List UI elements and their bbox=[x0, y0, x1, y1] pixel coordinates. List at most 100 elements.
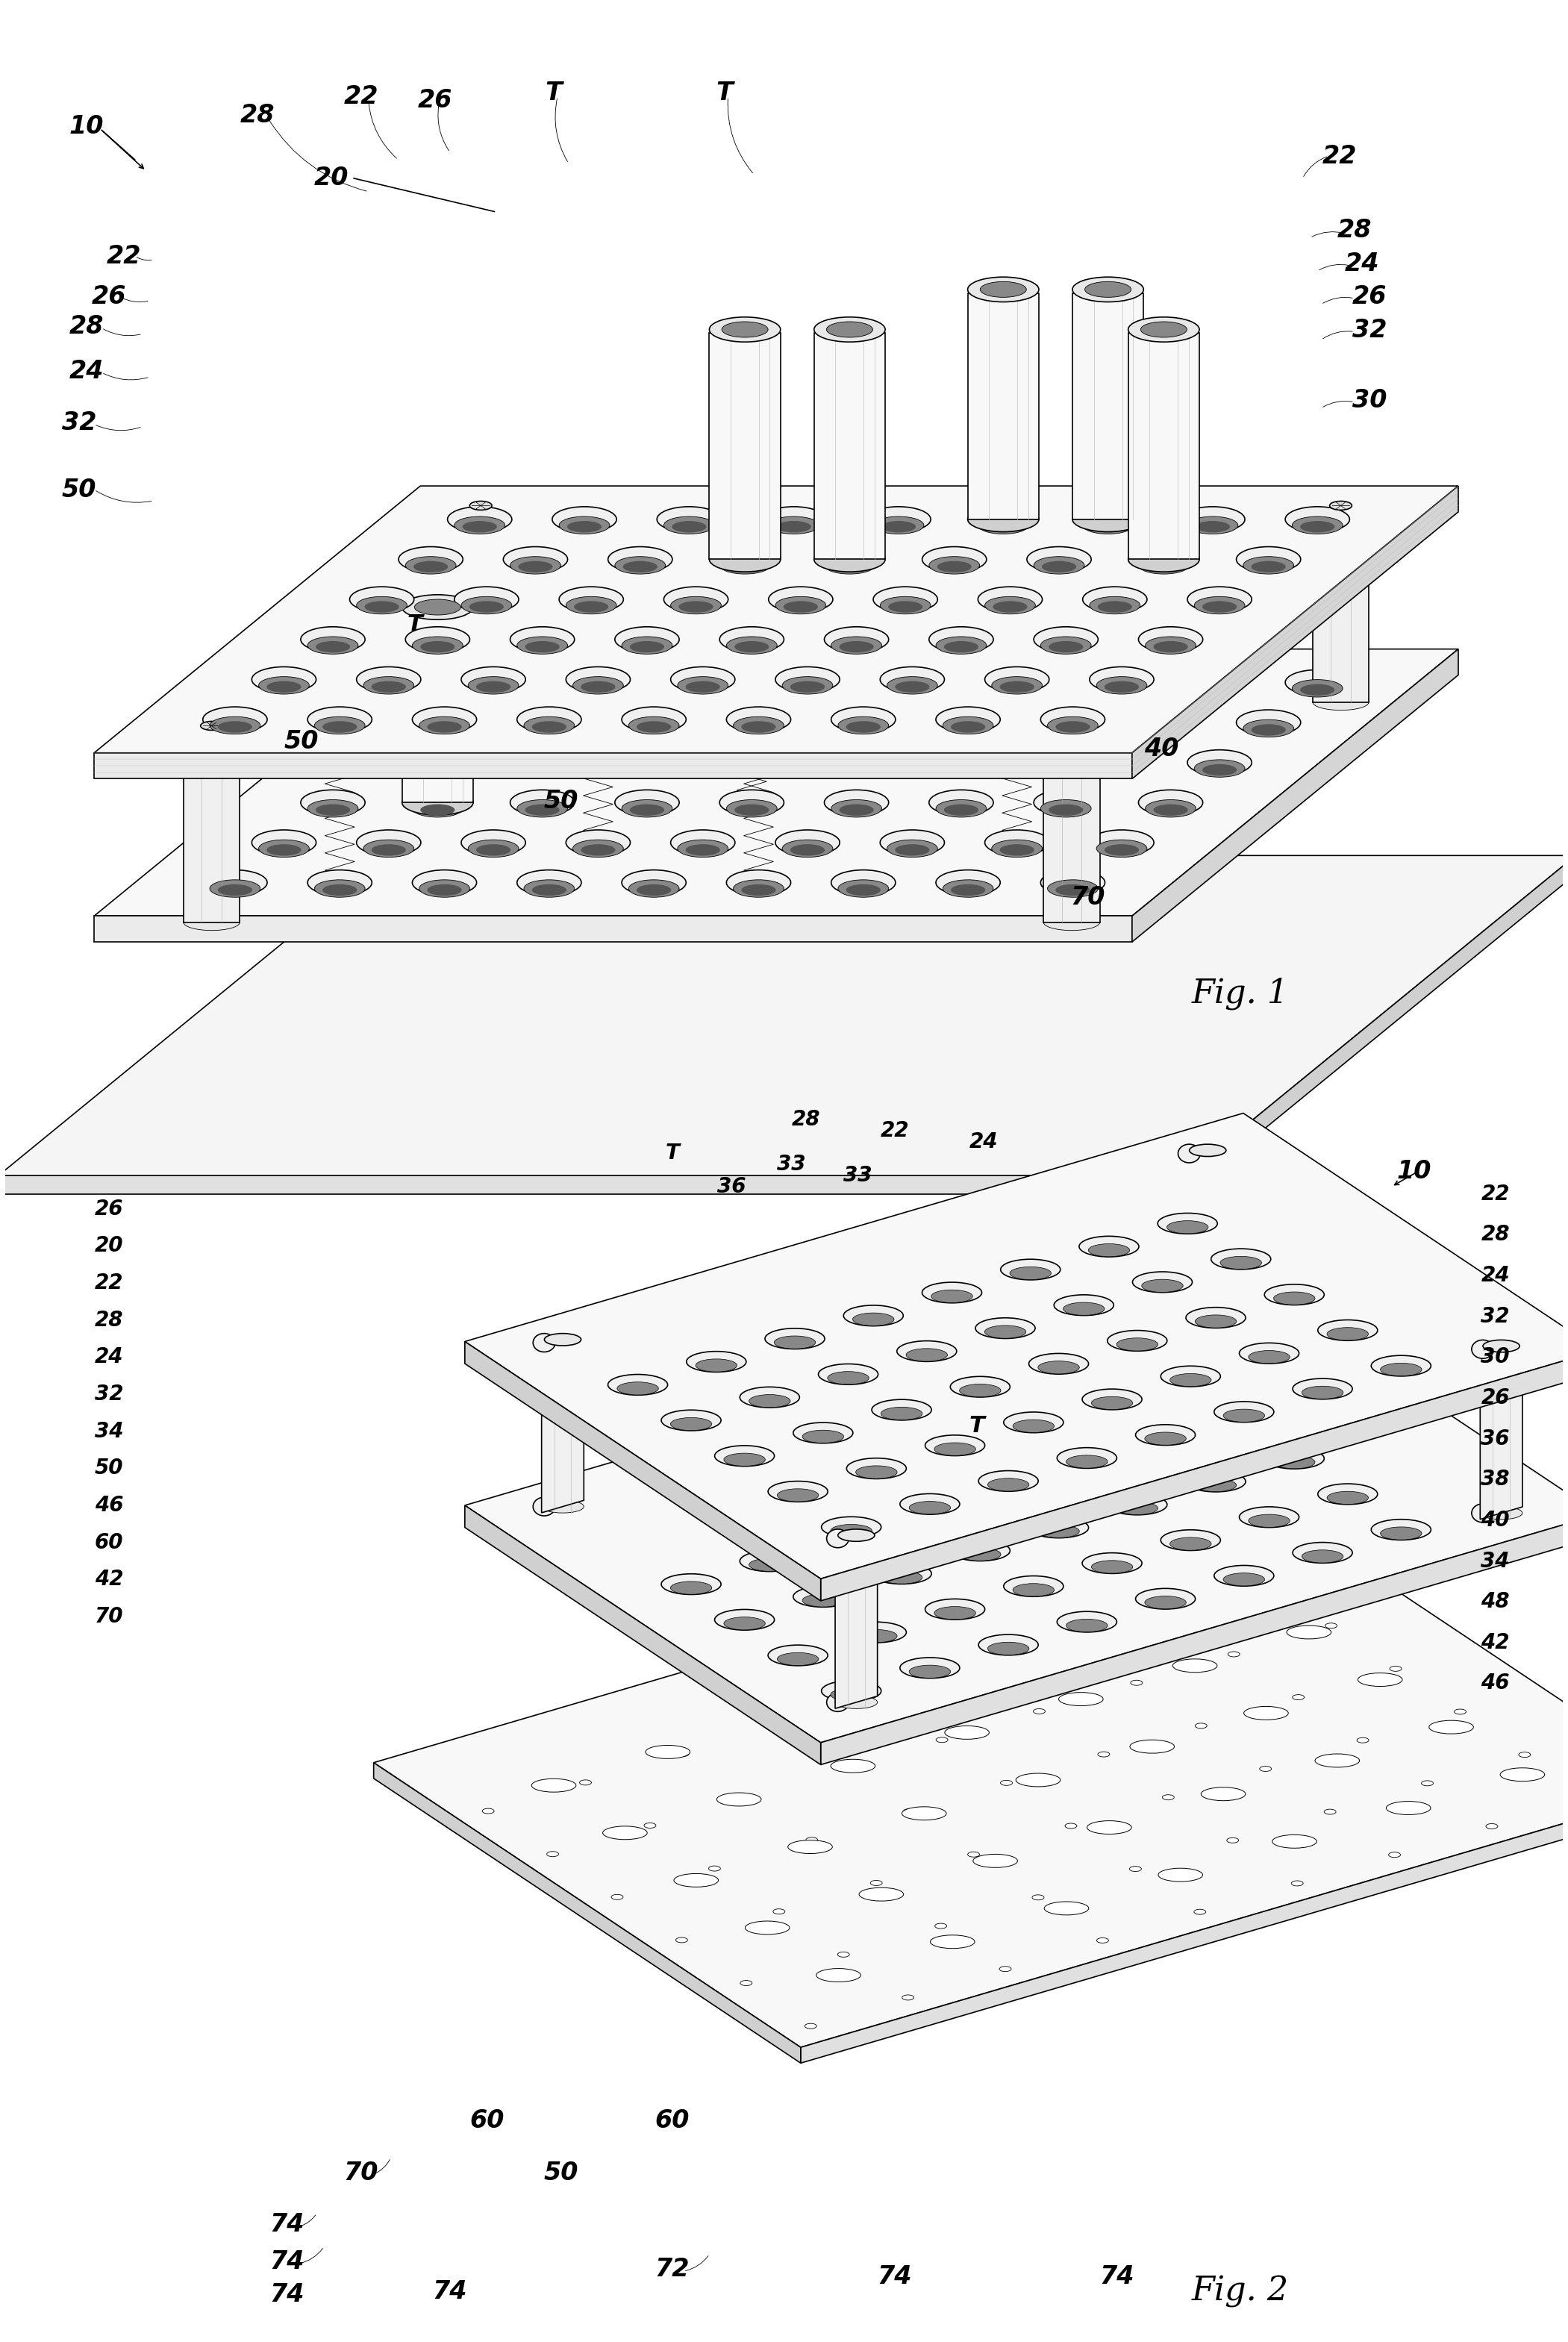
Ellipse shape bbox=[414, 600, 461, 616]
Ellipse shape bbox=[1380, 1363, 1422, 1377]
Ellipse shape bbox=[1066, 1637, 1077, 1642]
Ellipse shape bbox=[1041, 869, 1105, 895]
Ellipse shape bbox=[928, 628, 994, 651]
Ellipse shape bbox=[483, 1808, 494, 1813]
Ellipse shape bbox=[709, 316, 781, 342]
Ellipse shape bbox=[818, 1363, 878, 1384]
Ellipse shape bbox=[1170, 1536, 1212, 1550]
Ellipse shape bbox=[1380, 1527, 1422, 1539]
Ellipse shape bbox=[936, 637, 986, 653]
Ellipse shape bbox=[734, 803, 768, 815]
Ellipse shape bbox=[560, 749, 624, 775]
Text: 10: 10 bbox=[1397, 1159, 1432, 1185]
Ellipse shape bbox=[778, 1490, 818, 1501]
Text: T: T bbox=[969, 1415, 985, 1438]
Ellipse shape bbox=[1203, 602, 1237, 614]
Ellipse shape bbox=[709, 1867, 720, 1871]
Ellipse shape bbox=[1091, 1560, 1132, 1574]
Ellipse shape bbox=[307, 637, 358, 653]
Ellipse shape bbox=[1135, 1588, 1195, 1609]
Text: 32: 32 bbox=[63, 410, 97, 436]
Ellipse shape bbox=[644, 1822, 655, 1829]
Ellipse shape bbox=[1041, 707, 1105, 733]
Ellipse shape bbox=[1055, 885, 1090, 895]
Ellipse shape bbox=[790, 682, 825, 693]
Ellipse shape bbox=[615, 719, 665, 738]
Ellipse shape bbox=[825, 789, 889, 815]
Polygon shape bbox=[0, 855, 1568, 1176]
Ellipse shape bbox=[1087, 1820, 1132, 1834]
Ellipse shape bbox=[210, 881, 260, 897]
Ellipse shape bbox=[734, 642, 768, 653]
Text: 22: 22 bbox=[1322, 143, 1356, 169]
Ellipse shape bbox=[1079, 1237, 1138, 1258]
Ellipse shape bbox=[1264, 1283, 1325, 1304]
Ellipse shape bbox=[881, 520, 916, 532]
Ellipse shape bbox=[608, 546, 673, 571]
Ellipse shape bbox=[453, 497, 510, 513]
Ellipse shape bbox=[1029, 1518, 1088, 1539]
Ellipse shape bbox=[608, 710, 673, 735]
Ellipse shape bbox=[685, 843, 720, 855]
Ellipse shape bbox=[713, 546, 778, 571]
Ellipse shape bbox=[873, 518, 924, 534]
Ellipse shape bbox=[1000, 1780, 1013, 1785]
Ellipse shape bbox=[560, 588, 624, 611]
Ellipse shape bbox=[455, 749, 519, 775]
Polygon shape bbox=[453, 506, 510, 703]
Ellipse shape bbox=[1187, 749, 1251, 775]
Ellipse shape bbox=[1327, 1328, 1369, 1340]
Ellipse shape bbox=[745, 1920, 790, 1934]
Ellipse shape bbox=[872, 1401, 931, 1419]
Ellipse shape bbox=[978, 588, 1043, 611]
Ellipse shape bbox=[1236, 546, 1301, 571]
Ellipse shape bbox=[938, 562, 972, 571]
Text: 26: 26 bbox=[94, 1199, 124, 1220]
Ellipse shape bbox=[906, 1513, 947, 1525]
Ellipse shape bbox=[1187, 679, 1239, 698]
Ellipse shape bbox=[873, 1679, 917, 1691]
Ellipse shape bbox=[1187, 1148, 1229, 1159]
Ellipse shape bbox=[1082, 1553, 1142, 1574]
Text: 26: 26 bbox=[1352, 286, 1386, 309]
Text: 20: 20 bbox=[94, 1237, 124, 1255]
Ellipse shape bbox=[1312, 497, 1369, 513]
Ellipse shape bbox=[463, 520, 497, 532]
Ellipse shape bbox=[999, 1967, 1011, 1972]
Ellipse shape bbox=[1090, 829, 1154, 855]
Ellipse shape bbox=[1195, 684, 1229, 696]
Ellipse shape bbox=[572, 841, 624, 857]
Ellipse shape bbox=[859, 1888, 903, 1902]
Ellipse shape bbox=[930, 719, 980, 738]
Ellipse shape bbox=[503, 546, 568, 571]
Ellipse shape bbox=[1519, 1752, 1530, 1756]
Ellipse shape bbox=[401, 595, 474, 621]
Ellipse shape bbox=[510, 628, 574, 651]
Ellipse shape bbox=[1065, 1824, 1077, 1829]
Ellipse shape bbox=[674, 1874, 718, 1888]
Ellipse shape bbox=[936, 707, 1000, 733]
Ellipse shape bbox=[1063, 1302, 1104, 1316]
Ellipse shape bbox=[679, 602, 713, 614]
Ellipse shape bbox=[1286, 506, 1350, 532]
Ellipse shape bbox=[315, 642, 350, 653]
Ellipse shape bbox=[1195, 520, 1229, 532]
Polygon shape bbox=[709, 333, 781, 560]
Ellipse shape bbox=[307, 869, 372, 895]
Ellipse shape bbox=[931, 1290, 972, 1302]
Ellipse shape bbox=[1480, 1342, 1523, 1356]
Ellipse shape bbox=[831, 869, 895, 895]
Ellipse shape bbox=[412, 637, 463, 653]
Ellipse shape bbox=[201, 721, 223, 731]
Ellipse shape bbox=[1422, 1780, 1433, 1787]
Polygon shape bbox=[967, 293, 1040, 520]
Ellipse shape bbox=[1272, 1834, 1317, 1848]
Ellipse shape bbox=[1132, 1272, 1192, 1293]
Ellipse shape bbox=[1043, 717, 1099, 733]
Ellipse shape bbox=[1243, 1707, 1289, 1719]
Ellipse shape bbox=[1472, 1340, 1494, 1358]
Polygon shape bbox=[1129, 333, 1200, 560]
Ellipse shape bbox=[922, 546, 986, 571]
Ellipse shape bbox=[1483, 1340, 1519, 1351]
Ellipse shape bbox=[950, 885, 985, 895]
